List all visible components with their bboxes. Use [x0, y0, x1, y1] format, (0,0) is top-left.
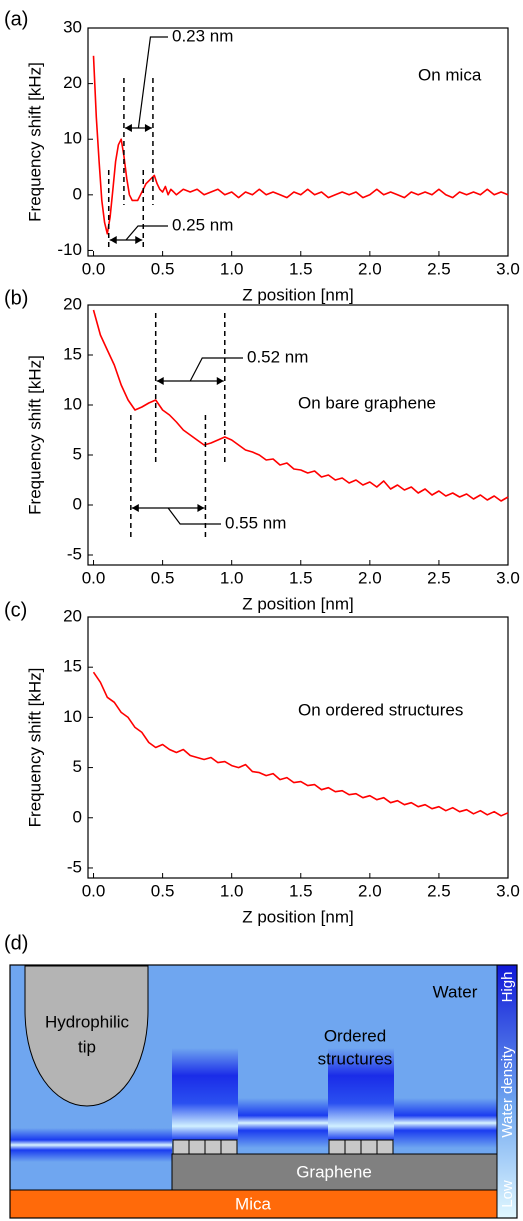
data-line — [92, 671, 509, 817]
y-tick-label: 15 — [63, 344, 82, 363]
ordered-label: Ordered — [324, 1026, 386, 1045]
x-tick-label: 1.5 — [289, 568, 313, 587]
leader-line — [189, 357, 243, 382]
y-axis-label: Frequency shift [kHz] — [25, 668, 44, 828]
x-tick-label: 2.5 — [427, 568, 451, 587]
annotation: On ordered structures — [298, 700, 463, 719]
y-tick-label: 20 — [63, 73, 82, 92]
y-tick-label: 10 — [63, 394, 82, 413]
y-tick-label: 15 — [63, 657, 82, 676]
diagram: (d) Water Hydrophilic tip Ordered struct… — [4, 932, 518, 1219]
x-tick-label: 0.5 — [151, 259, 175, 278]
spacing-label: 0.55 nm — [225, 513, 286, 532]
panel-label: (c) — [4, 599, 27, 621]
x-tick-label: 2.5 — [427, 259, 451, 278]
colorbar-title: Water density — [499, 1046, 516, 1138]
x-tick-label: 3.0 — [496, 259, 520, 278]
x-tick-label: 0.0 — [82, 881, 106, 900]
y-tick-label: 10 — [63, 707, 82, 726]
panel-label: (d) — [4, 932, 28, 954]
x-tick-label: 0.5 — [151, 881, 175, 900]
tip-label: Hydrophilic — [45, 1012, 130, 1031]
mica-label: Mica — [235, 1194, 271, 1213]
x-tick-label: 0.0 — [82, 568, 106, 587]
y-tick-label: 5 — [73, 444, 82, 463]
y-tick-label: -5 — [67, 544, 82, 563]
x-tick-label: 2.0 — [358, 568, 382, 587]
x-tick-label: 1.5 — [289, 259, 313, 278]
plot-frame — [87, 27, 509, 257]
y-tick-label: 20 — [63, 294, 82, 313]
y-tick-label: 10 — [63, 129, 82, 148]
x-tick-label: 0.0 — [82, 259, 106, 278]
x-tick-label: 1.0 — [220, 568, 244, 587]
tip — [24, 965, 149, 1107]
water-layer — [394, 1098, 497, 1148]
water-layer — [10, 1128, 172, 1162]
y-tick-label: 0 — [73, 494, 82, 513]
x-tick-label: 1.0 — [220, 881, 244, 900]
plot-frame — [87, 304, 509, 566]
y-tick-label: 0 — [73, 807, 82, 826]
x-tick-label: 2.0 — [358, 259, 382, 278]
x-tick-label: 1.5 — [289, 881, 313, 900]
x-tick-label: 2.5 — [427, 881, 451, 900]
ordered-structures — [172, 1139, 394, 1155]
annotation: On bare graphene — [298, 393, 436, 412]
y-tick-label: 30 — [63, 17, 82, 36]
water-layer — [238, 1098, 328, 1148]
water-label: Water — [433, 982, 478, 1001]
diagram-frame — [9, 964, 518, 1219]
y-axis-label: Frequency shift [kHz] — [25, 355, 44, 515]
leader-line — [125, 225, 168, 241]
y-tick-label: -5 — [67, 857, 82, 876]
y-tick-label: 20 — [63, 606, 82, 625]
arrow-head — [156, 377, 224, 385]
plot-frame — [87, 616, 509, 879]
y-tick-label: 0 — [73, 184, 82, 203]
x-axis-label: Z position [nm] — [242, 285, 354, 304]
colorbar-high: High — [499, 972, 516, 1003]
panel-label: (a) — [4, 8, 28, 30]
x-tick-label: 1.0 — [220, 259, 244, 278]
spacing-label: 0.52 nm — [247, 347, 308, 366]
water-layer — [328, 1048, 394, 1140]
x-tick-label: 3.0 — [496, 881, 520, 900]
y-tick-label: -10 — [57, 240, 82, 259]
y-tick-label: 5 — [73, 757, 82, 776]
x-axis-label: Z position [nm] — [242, 594, 354, 613]
x-tick-label: 3.0 — [496, 568, 520, 587]
data-line — [92, 309, 509, 502]
water-layer — [172, 1048, 238, 1140]
arrow-head — [109, 236, 143, 244]
x-tick-label: 2.0 — [358, 881, 382, 900]
x-axis-label: Z position [nm] — [242, 907, 354, 926]
colorbar-low: Low — [499, 1180, 516, 1208]
annotation: On mica — [418, 65, 482, 84]
panel-label: (b) — [4, 287, 28, 309]
x-tick-label: 0.5 — [151, 568, 175, 587]
y-axis-label: Frequency shift [kHz] — [25, 62, 44, 222]
data-line — [92, 55, 509, 235]
arrow-head — [124, 124, 152, 132]
leader-line — [167, 507, 221, 525]
graphene-label: Graphene — [296, 1162, 372, 1181]
leader-line — [137, 36, 168, 129]
ordered-label: structures — [318, 1049, 393, 1068]
spacing-label: 0.23 nm — [172, 26, 233, 45]
spacing-label: 0.25 nm — [172, 215, 233, 234]
tip-label: tip — [78, 1037, 96, 1056]
colorbar — [497, 965, 517, 1218]
